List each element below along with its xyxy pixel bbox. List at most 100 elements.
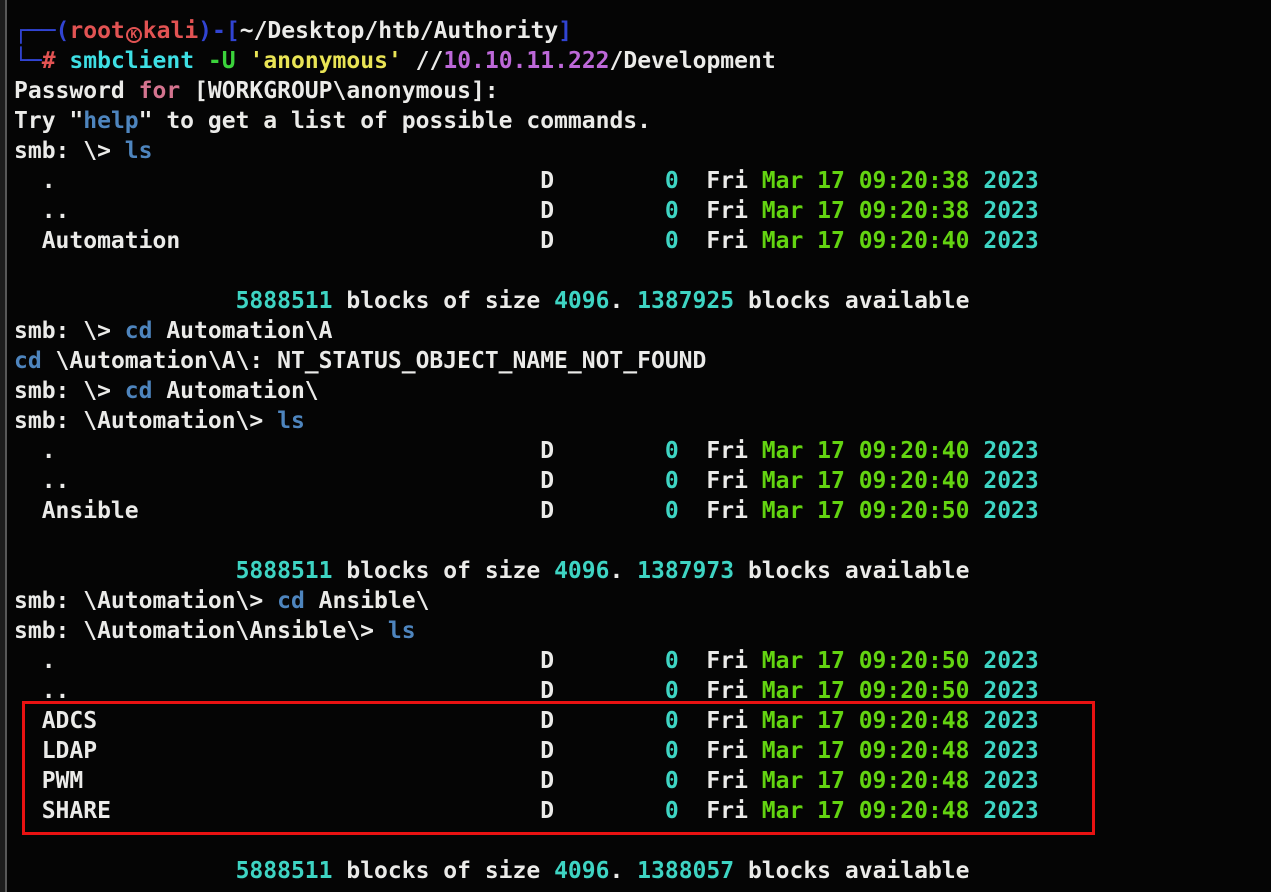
block-size: 4096: [554, 288, 610, 314]
blocks-summary-line: 5888511 blocks of size 4096. 1387973 blo…: [14, 556, 1039, 586]
terminal-text-segment: [970, 168, 984, 194]
file-date-cell: Mar 17 09:20:50: [761, 648, 970, 674]
terminal-text-segment: smb: \>: [14, 318, 125, 344]
kali-dragon-icon: K: [125, 26, 142, 43]
file-date-cell: Mar 17 09:20:48: [761, 798, 970, 824]
terminal-text-segment: [14, 558, 236, 584]
terminal-text-segment: [970, 738, 984, 764]
file-name-cell: . D: [14, 168, 665, 194]
file-year-cell: 2023: [983, 798, 1039, 824]
blocks-available: 1387973: [637, 558, 735, 584]
file-size-cell: 0: [664, 708, 679, 734]
blocks-summary-line: 5888511 blocks of size 4096. 1387925 blo…: [14, 286, 1039, 316]
terminal-text-segment: [194, 48, 208, 74]
blocks-available: 1388057: [637, 858, 735, 884]
terminal-text-segment: blocks available: [734, 858, 970, 884]
terminal-text-segment: /Development: [609, 48, 776, 74]
terminal-text-segment: help: [83, 108, 139, 134]
error-line: cd \Automation\A\: NT_STATUS_OBJECT_NAME…: [14, 346, 1039, 376]
blocks-total: 5888511: [235, 858, 333, 884]
file-size-cell: 0: [664, 198, 679, 224]
terminal-text-segment: [970, 708, 984, 734]
file-day-cell: Fri: [678, 198, 762, 224]
file-date-cell: Mar 17 09:20:48: [761, 768, 970, 794]
terminal-text-segment: 'anonymous': [249, 48, 402, 74]
file-listing-row: .. D 0 Fri Mar 17 09:20:50 2023: [14, 676, 1039, 706]
terminal-text-segment: [970, 768, 984, 794]
file-listing-row: Automation D 0 Fri Mar 17 09:20:40 2023: [14, 226, 1039, 256]
file-date-cell: Mar 17 09:20:50: [761, 678, 970, 704]
blocks-available: 1387925: [637, 288, 735, 314]
file-day-cell: Fri: [678, 798, 762, 824]
file-name-cell: .. D: [14, 468, 665, 494]
file-name-cell: . D: [14, 648, 665, 674]
password-prompt-line: Password for [WORKGROUP\anonymous]:: [14, 76, 1039, 106]
file-name-cell: . D: [14, 438, 665, 464]
file-year-cell: 2023: [983, 228, 1039, 254]
file-listing-row: PWM D 0 Fri Mar 17 09:20:48 2023: [14, 766, 1039, 796]
file-name-cell: ADCS D: [14, 708, 665, 734]
file-listing-row: Ansible D 0 Fri Mar 17 09:20:50 2023: [14, 496, 1039, 526]
terminal-text-segment: #: [41, 48, 56, 74]
file-size-cell: 0: [664, 648, 679, 674]
blank-line: [14, 526, 1039, 556]
terminal-text-segment: [970, 798, 984, 824]
file-listing-row: . D 0 Fri Mar 17 09:20:40 2023: [14, 436, 1039, 466]
terminal-text-segment: [WORKGROUP\anonymous]:: [180, 78, 499, 104]
prompt-line-2: └─# smbclient -U 'anonymous' //10.10.11.…: [14, 46, 1039, 76]
terminal-text-segment: .: [609, 558, 638, 584]
file-listing-row: SHARE D 0 Fri Mar 17 09:20:48 2023: [14, 796, 1039, 826]
file-year-cell: 2023: [983, 738, 1039, 764]
file-name-cell: .. D: [14, 678, 665, 704]
terminal-text-segment: Password: [14, 78, 139, 104]
file-day-cell: Fri: [678, 768, 762, 794]
terminal-text-segment: 10.10.11.222: [443, 48, 610, 74]
terminal-text-segment: [970, 468, 984, 494]
file-day-cell: Fri: [678, 498, 762, 524]
smb-prompt-line: smb: \Automation\Ansible\> ls: [14, 616, 1039, 646]
terminal-text-segment: [970, 438, 984, 464]
terminal-text-segment: [236, 48, 250, 74]
block-size: 4096: [554, 858, 610, 884]
terminal-text-segment: )-[: [198, 18, 240, 44]
file-day-cell: Fri: [678, 468, 762, 494]
file-listing-row: . D 0 Fri Mar 17 09:20:38 2023: [14, 166, 1039, 196]
file-listing-row: . D 0 Fri Mar 17 09:20:50 2023: [14, 646, 1039, 676]
file-name-cell: Automation D: [14, 228, 665, 254]
terminal-text-segment: smb: \Automation\Ansible\>: [14, 618, 388, 644]
terminal-text-segment: blocks available: [734, 288, 970, 314]
smb-prompt-line: smb: \Automation\> ls: [14, 406, 1039, 436]
terminal-text-segment: Try ": [14, 108, 84, 134]
file-year-cell: 2023: [983, 708, 1039, 734]
terminal-text-segment: [970, 228, 984, 254]
file-size-cell: 0: [664, 798, 679, 824]
terminal-text-segment: -U: [207, 48, 236, 74]
smb-prompt-line: smb: \Automation\> cd Ansible\: [14, 586, 1039, 616]
terminal-text-segment: ~/Desktop/htb/Authority: [239, 18, 559, 44]
blank-line: [14, 826, 1039, 856]
file-date-cell: Mar 17 09:20:40: [761, 438, 970, 464]
file-size-cell: 0: [664, 738, 679, 764]
file-name-cell: .. D: [14, 198, 665, 224]
terminal-text-segment: └─: [14, 48, 42, 74]
file-year-cell: 2023: [983, 498, 1039, 524]
file-size-cell: 0: [664, 228, 679, 254]
terminal-text-segment: root: [69, 18, 125, 44]
file-day-cell: Fri: [678, 678, 762, 704]
terminal-text-segment: smb: \Automation\>: [14, 588, 278, 614]
terminal-text-segment: cd: [124, 318, 153, 344]
terminal-text-segment: blocks of size: [332, 858, 555, 884]
file-name-cell: PWM D: [14, 768, 665, 794]
file-date-cell: Mar 17 09:20:48: [761, 708, 970, 734]
terminal-text-segment: //: [401, 48, 444, 74]
terminal-text-segment: .: [609, 288, 638, 314]
blocks-total: 5888511: [235, 288, 333, 314]
smb-prompt-line: smb: \> cd Automation\: [14, 376, 1039, 406]
file-size-cell: 0: [664, 768, 679, 794]
terminal-text-segment: blocks available: [734, 558, 970, 584]
file-listing-row: ADCS D 0 Fri Mar 17 09:20:48 2023: [14, 706, 1039, 736]
file-day-cell: Fri: [678, 708, 762, 734]
terminal-text-segment: \Automation\A\: NT_STATUS_OBJECT_NAME_NO…: [41, 348, 707, 374]
